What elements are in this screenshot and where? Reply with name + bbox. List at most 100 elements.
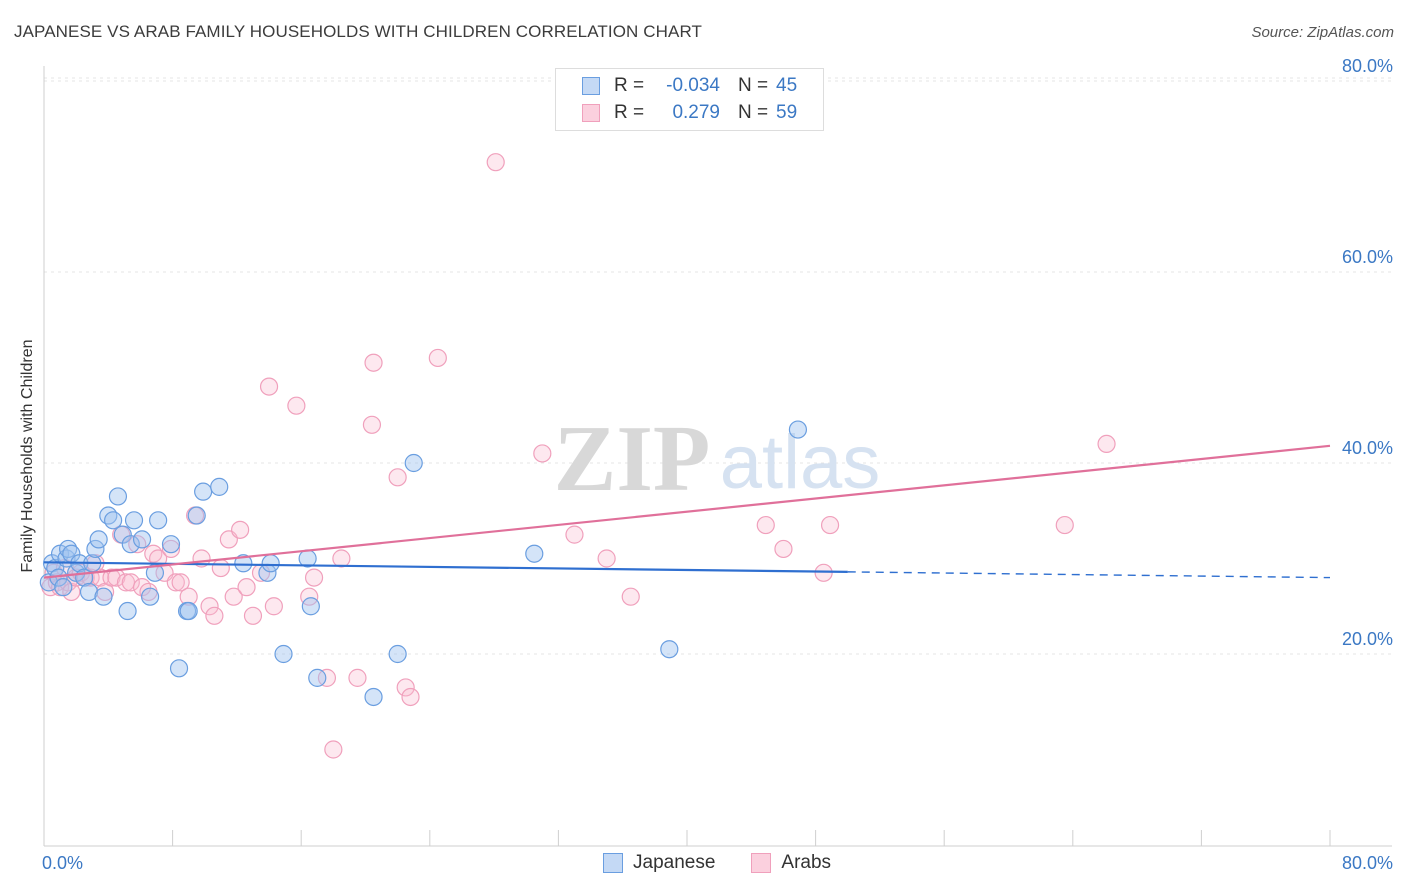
- point-arabs: [205, 606, 224, 625]
- point-japanese: [364, 687, 383, 707]
- point-japanese: [308, 668, 327, 687]
- point-japanese: [234, 554, 253, 573]
- point-japanese: [210, 477, 229, 496]
- r-value-japanese: -0.034: [666, 75, 720, 96]
- point-arabs: [317, 668, 337, 687]
- point-japanese: [54, 578, 73, 597]
- point-arabs: [264, 597, 283, 616]
- n-label: N =: [738, 75, 769, 96]
- point-japanese: [194, 482, 213, 501]
- point-japanese: [94, 587, 113, 606]
- point-japanese: [108, 487, 128, 506]
- axes: [43, 66, 1392, 847]
- n-value-japanese: 45: [776, 75, 798, 96]
- point-arabs: [428, 348, 447, 368]
- point-japanese: [187, 506, 206, 525]
- point-japanese: [104, 511, 123, 530]
- point-arabs: [231, 520, 250, 539]
- point-arabs: [200, 597, 219, 616]
- point-japanese: [301, 597, 320, 616]
- point-japanese: [118, 601, 137, 621]
- point-arabs: [237, 578, 256, 597]
- point-japanese: [161, 535, 181, 554]
- legend-row-japanese: R = -0.034 N = 45: [582, 74, 797, 98]
- point-japanese: [140, 587, 160, 606]
- series-legend: Japanese Arabs: [603, 852, 867, 874]
- point-arabs: [332, 549, 351, 568]
- point-arabs: [774, 539, 793, 559]
- source-label: Source: ZipAtlas.com: [1251, 24, 1394, 41]
- point-arabs: [171, 573, 190, 592]
- point-arabs: [121, 573, 140, 592]
- point-arabs: [179, 587, 198, 606]
- y-tick-label: 80.0%: [1342, 56, 1393, 76]
- point-japanese: [121, 535, 140, 554]
- point-japanese: [274, 644, 293, 664]
- point-arabs: [287, 396, 306, 415]
- point-japanese: [404, 453, 423, 473]
- arabs-swatch: [582, 104, 600, 122]
- watermark: ZIP atlas: [554, 407, 881, 511]
- point-arabs: [348, 668, 367, 687]
- chart-title: JAPANESE VS ARAB FAMILY HOUSEHOLDS WITH …: [14, 22, 702, 41]
- x-tick-label: 80.0%: [1342, 853, 1393, 873]
- tick-labels: 20.0% 40.0% 60.0% 80.0% 0.0% 80.0%: [42, 56, 1393, 873]
- point-arabs: [300, 587, 319, 606]
- point-japanese: [124, 511, 144, 530]
- legend-item-arabs: Arabs: [751, 852, 831, 874]
- point-arabs: [814, 563, 833, 582]
- point-arabs: [304, 568, 324, 587]
- japanese-legend-swatch: [603, 853, 623, 873]
- point-japanese: [86, 539, 105, 559]
- point-japanese: [660, 640, 679, 659]
- point-arabs: [102, 568, 121, 587]
- trendline-arabs: [43, 444, 1331, 579]
- x-tick-label: 0.0%: [42, 853, 83, 873]
- point-arabs: [565, 525, 584, 544]
- point-japanese: [525, 544, 544, 563]
- point-japanese: [169, 659, 189, 678]
- japanese-legend-label: Japanese: [633, 852, 716, 873]
- legend-item-japanese: Japanese: [603, 852, 715, 874]
- r-label: R =: [614, 75, 645, 96]
- point-arabs: [486, 153, 505, 172]
- point-arabs: [211, 558, 230, 578]
- point-arabs: [364, 353, 383, 372]
- trendline-japanese-extension: [847, 571, 1331, 579]
- series-japanese: [39, 420, 808, 707]
- point-arabs: [396, 678, 415, 697]
- point-arabs: [597, 549, 616, 568]
- point-arabs: [533, 444, 552, 463]
- point-arabs: [324, 740, 343, 759]
- n-value-arabs: 59: [776, 102, 798, 123]
- point-arabs: [621, 587, 640, 606]
- point-japanese: [388, 644, 407, 664]
- point-japanese: [89, 530, 108, 549]
- point-japanese: [261, 554, 280, 573]
- point-arabs: [1097, 434, 1116, 453]
- r-value-arabs: 0.279: [672, 102, 720, 123]
- y-tick-label: 60.0%: [1342, 247, 1393, 267]
- point-arabs: [224, 587, 243, 606]
- n-label: N =: [738, 102, 769, 123]
- point-arabs: [166, 573, 185, 592]
- point-arabs: [401, 687, 420, 707]
- point-arabs: [820, 515, 840, 535]
- point-arabs: [243, 606, 263, 625]
- arabs-legend-swatch: [751, 853, 772, 873]
- point-arabs: [259, 377, 279, 396]
- point-arabs: [362, 415, 382, 434]
- y-tick-label: 40.0%: [1342, 438, 1393, 458]
- watermark-atlas: atlas: [720, 420, 881, 505]
- point-arabs: [756, 515, 775, 535]
- watermark-zip: ZIP: [554, 407, 711, 511]
- point-japanese: [132, 530, 152, 549]
- point-arabs: [388, 468, 407, 487]
- point-japanese: [788, 420, 808, 439]
- stats-legend: R = -0.034 N = 45 R = 0.279 N = 59: [555, 68, 824, 131]
- point-arabs: [1055, 515, 1074, 535]
- trend-lines: [43, 444, 1331, 579]
- y-tick-label: 20.0%: [1342, 629, 1393, 649]
- point-japanese: [149, 511, 168, 530]
